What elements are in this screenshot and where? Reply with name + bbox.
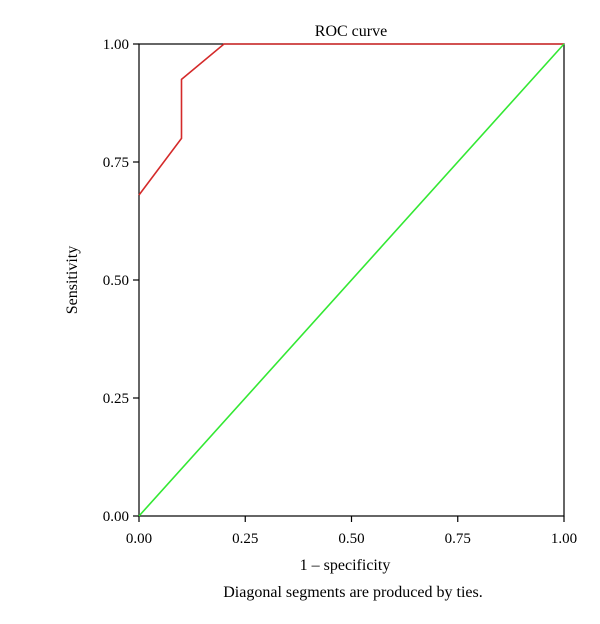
reference-line <box>138 43 565 517</box>
y-tick-label: 0.25 <box>103 391 129 407</box>
y-tick-label: 0.75 <box>103 155 129 171</box>
y-tick-label: 0.00 <box>103 509 129 525</box>
chart-note: Diagonal segments are produced by ties. <box>223 584 482 601</box>
x-tick-label: 1.00 <box>551 531 577 547</box>
series-layer <box>138 43 565 517</box>
x-axis-label: 1 – specificity <box>300 557 391 574</box>
y-tick-label: 1.00 <box>103 37 129 53</box>
y-axis: 0.00 0.25 0.50 0.75 1.00 <box>103 37 139 525</box>
y-axis-label: Sensitivity <box>64 246 81 314</box>
x-tick-label: 0.50 <box>338 531 364 547</box>
x-tick-label: 0.25 <box>232 531 258 547</box>
y-tick-label: 0.50 <box>103 273 129 289</box>
x-tick-label: 0.75 <box>445 531 471 547</box>
x-tick-label: 0.00 <box>126 531 152 547</box>
roc-curve-line <box>138 43 564 196</box>
x-axis: 0.00 0.25 0.50 0.75 1.00 <box>126 516 577 547</box>
chart-title: ROC curve <box>315 23 387 40</box>
